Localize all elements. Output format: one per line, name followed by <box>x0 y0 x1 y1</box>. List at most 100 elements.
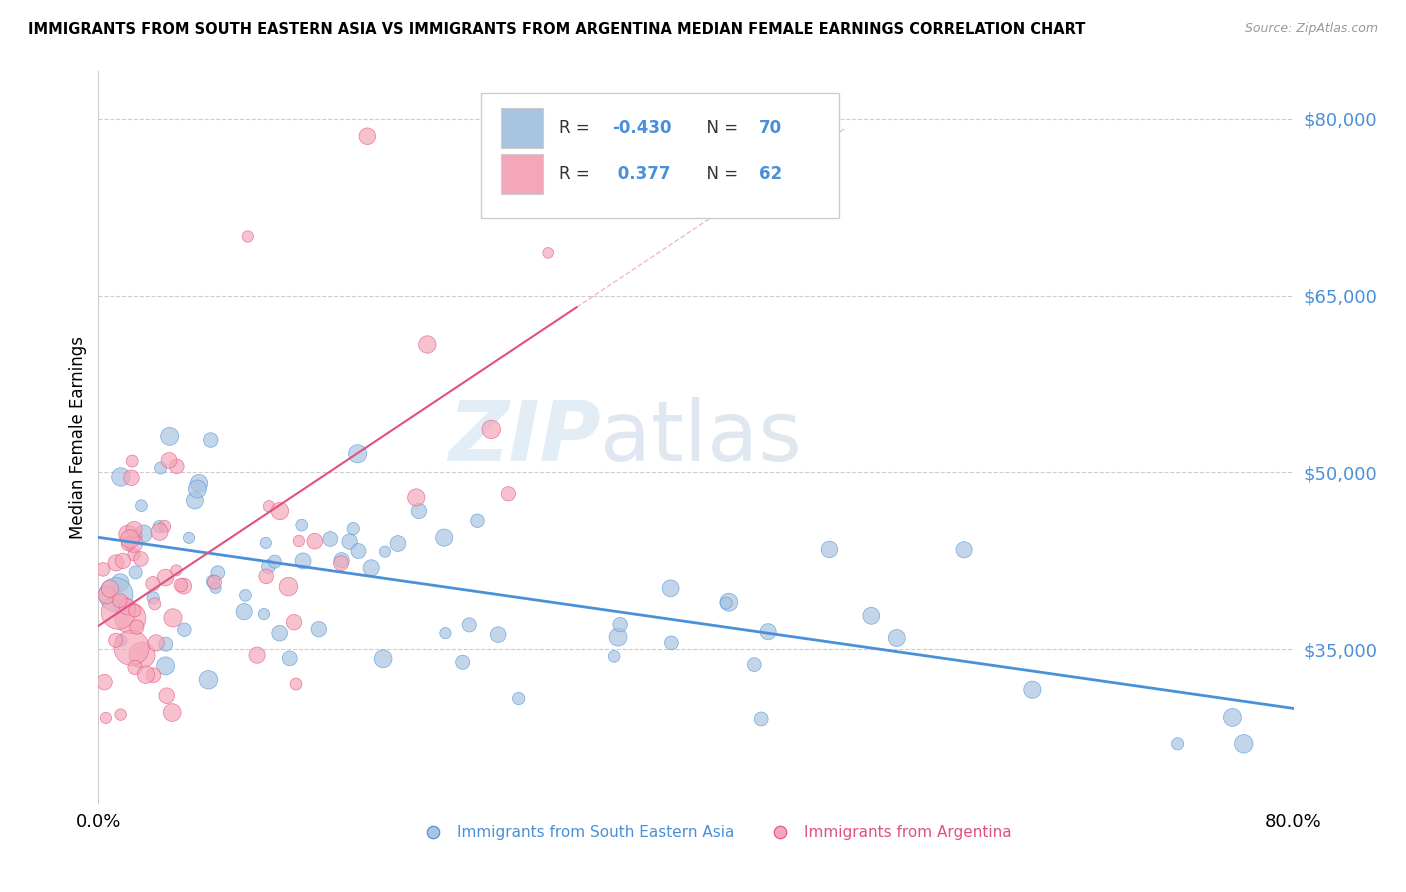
Point <box>1167 737 1189 751</box>
Text: IMMIGRANTS FROM SOUTH EASTERN ASIA VS IMMIGRANTS FROM ARGENTINA MEDIAN FEMALE EA: IMMIGRANTS FROM SOUTH EASTERN ASIA VS IM… <box>28 22 1085 37</box>
Point <box>1222 710 1244 724</box>
Point <box>156 689 179 703</box>
Point <box>257 500 280 514</box>
Point <box>104 588 127 602</box>
Point <box>143 597 166 611</box>
Point <box>374 544 396 558</box>
Point <box>283 615 305 630</box>
Point <box>292 554 315 568</box>
Point <box>405 491 427 505</box>
Point <box>94 711 117 725</box>
Text: 70: 70 <box>759 119 782 136</box>
Point <box>153 519 176 533</box>
Point <box>125 620 148 634</box>
Text: 62: 62 <box>759 165 782 183</box>
Point <box>236 229 259 244</box>
Point <box>1233 737 1256 751</box>
Point <box>177 531 200 545</box>
Point <box>188 476 211 491</box>
Point <box>165 563 187 577</box>
Point <box>148 519 170 533</box>
Point <box>173 579 195 593</box>
Point <box>122 536 145 550</box>
Point <box>107 605 129 619</box>
Point <box>108 593 131 607</box>
Point <box>110 633 132 648</box>
Point <box>121 471 143 485</box>
Point <box>860 608 883 623</box>
Point <box>204 575 226 590</box>
Point <box>124 604 146 618</box>
Point <box>117 527 139 541</box>
Point <box>1021 682 1043 697</box>
Point <box>742 657 765 672</box>
Point <box>105 556 128 570</box>
Point <box>104 633 127 648</box>
Point <box>257 559 280 574</box>
Point <box>117 537 139 551</box>
Point <box>122 522 145 536</box>
Point <box>120 611 142 625</box>
Point <box>121 454 143 468</box>
Text: 0.377: 0.377 <box>613 165 671 183</box>
Point <box>263 555 285 569</box>
Text: R =: R = <box>558 165 595 183</box>
Point <box>254 569 277 583</box>
Text: Immigrants from Argentina: Immigrants from Argentina <box>804 824 1011 839</box>
Point <box>603 649 626 664</box>
Point <box>132 526 155 541</box>
Point <box>371 652 394 666</box>
Point <box>356 129 378 144</box>
Point <box>118 532 141 546</box>
Point <box>131 648 153 662</box>
Y-axis label: Median Female Earnings: Median Female Earnings <box>69 335 87 539</box>
Point <box>498 487 520 501</box>
Point <box>659 636 682 650</box>
Point <box>201 574 224 589</box>
Point <box>110 575 132 590</box>
Point <box>953 542 976 557</box>
Point <box>537 245 560 260</box>
FancyBboxPatch shape <box>481 94 839 218</box>
Point <box>269 504 291 518</box>
Point <box>319 532 342 546</box>
Point <box>145 636 167 650</box>
Point <box>508 691 530 706</box>
Point <box>253 607 276 621</box>
Point <box>285 677 308 691</box>
Text: R =: R = <box>558 119 595 136</box>
Point <box>166 459 188 474</box>
Point <box>142 668 165 682</box>
Point <box>479 422 502 436</box>
Point <box>117 599 139 614</box>
Point <box>149 524 172 539</box>
Point <box>714 596 737 610</box>
Point <box>288 533 311 548</box>
Point <box>122 548 145 562</box>
Point <box>124 660 146 674</box>
Text: N =: N = <box>696 165 744 183</box>
Point <box>197 673 219 687</box>
Point <box>416 337 439 351</box>
Point <box>607 630 630 644</box>
Point <box>749 712 772 726</box>
Point <box>408 504 430 518</box>
Point <box>659 582 682 596</box>
Point <box>304 534 326 549</box>
Point <box>160 706 183 720</box>
Point <box>235 588 257 602</box>
Point <box>291 518 314 533</box>
Point <box>149 461 172 475</box>
Point <box>200 433 222 447</box>
Point <box>124 566 146 580</box>
Point <box>233 605 256 619</box>
Point <box>186 482 208 496</box>
Point <box>91 562 114 576</box>
Point <box>451 655 474 669</box>
Point <box>157 453 180 467</box>
Point <box>142 591 165 605</box>
Point <box>360 561 382 575</box>
Point <box>339 534 361 549</box>
Text: -0.430: -0.430 <box>613 119 672 136</box>
Point <box>98 582 121 596</box>
